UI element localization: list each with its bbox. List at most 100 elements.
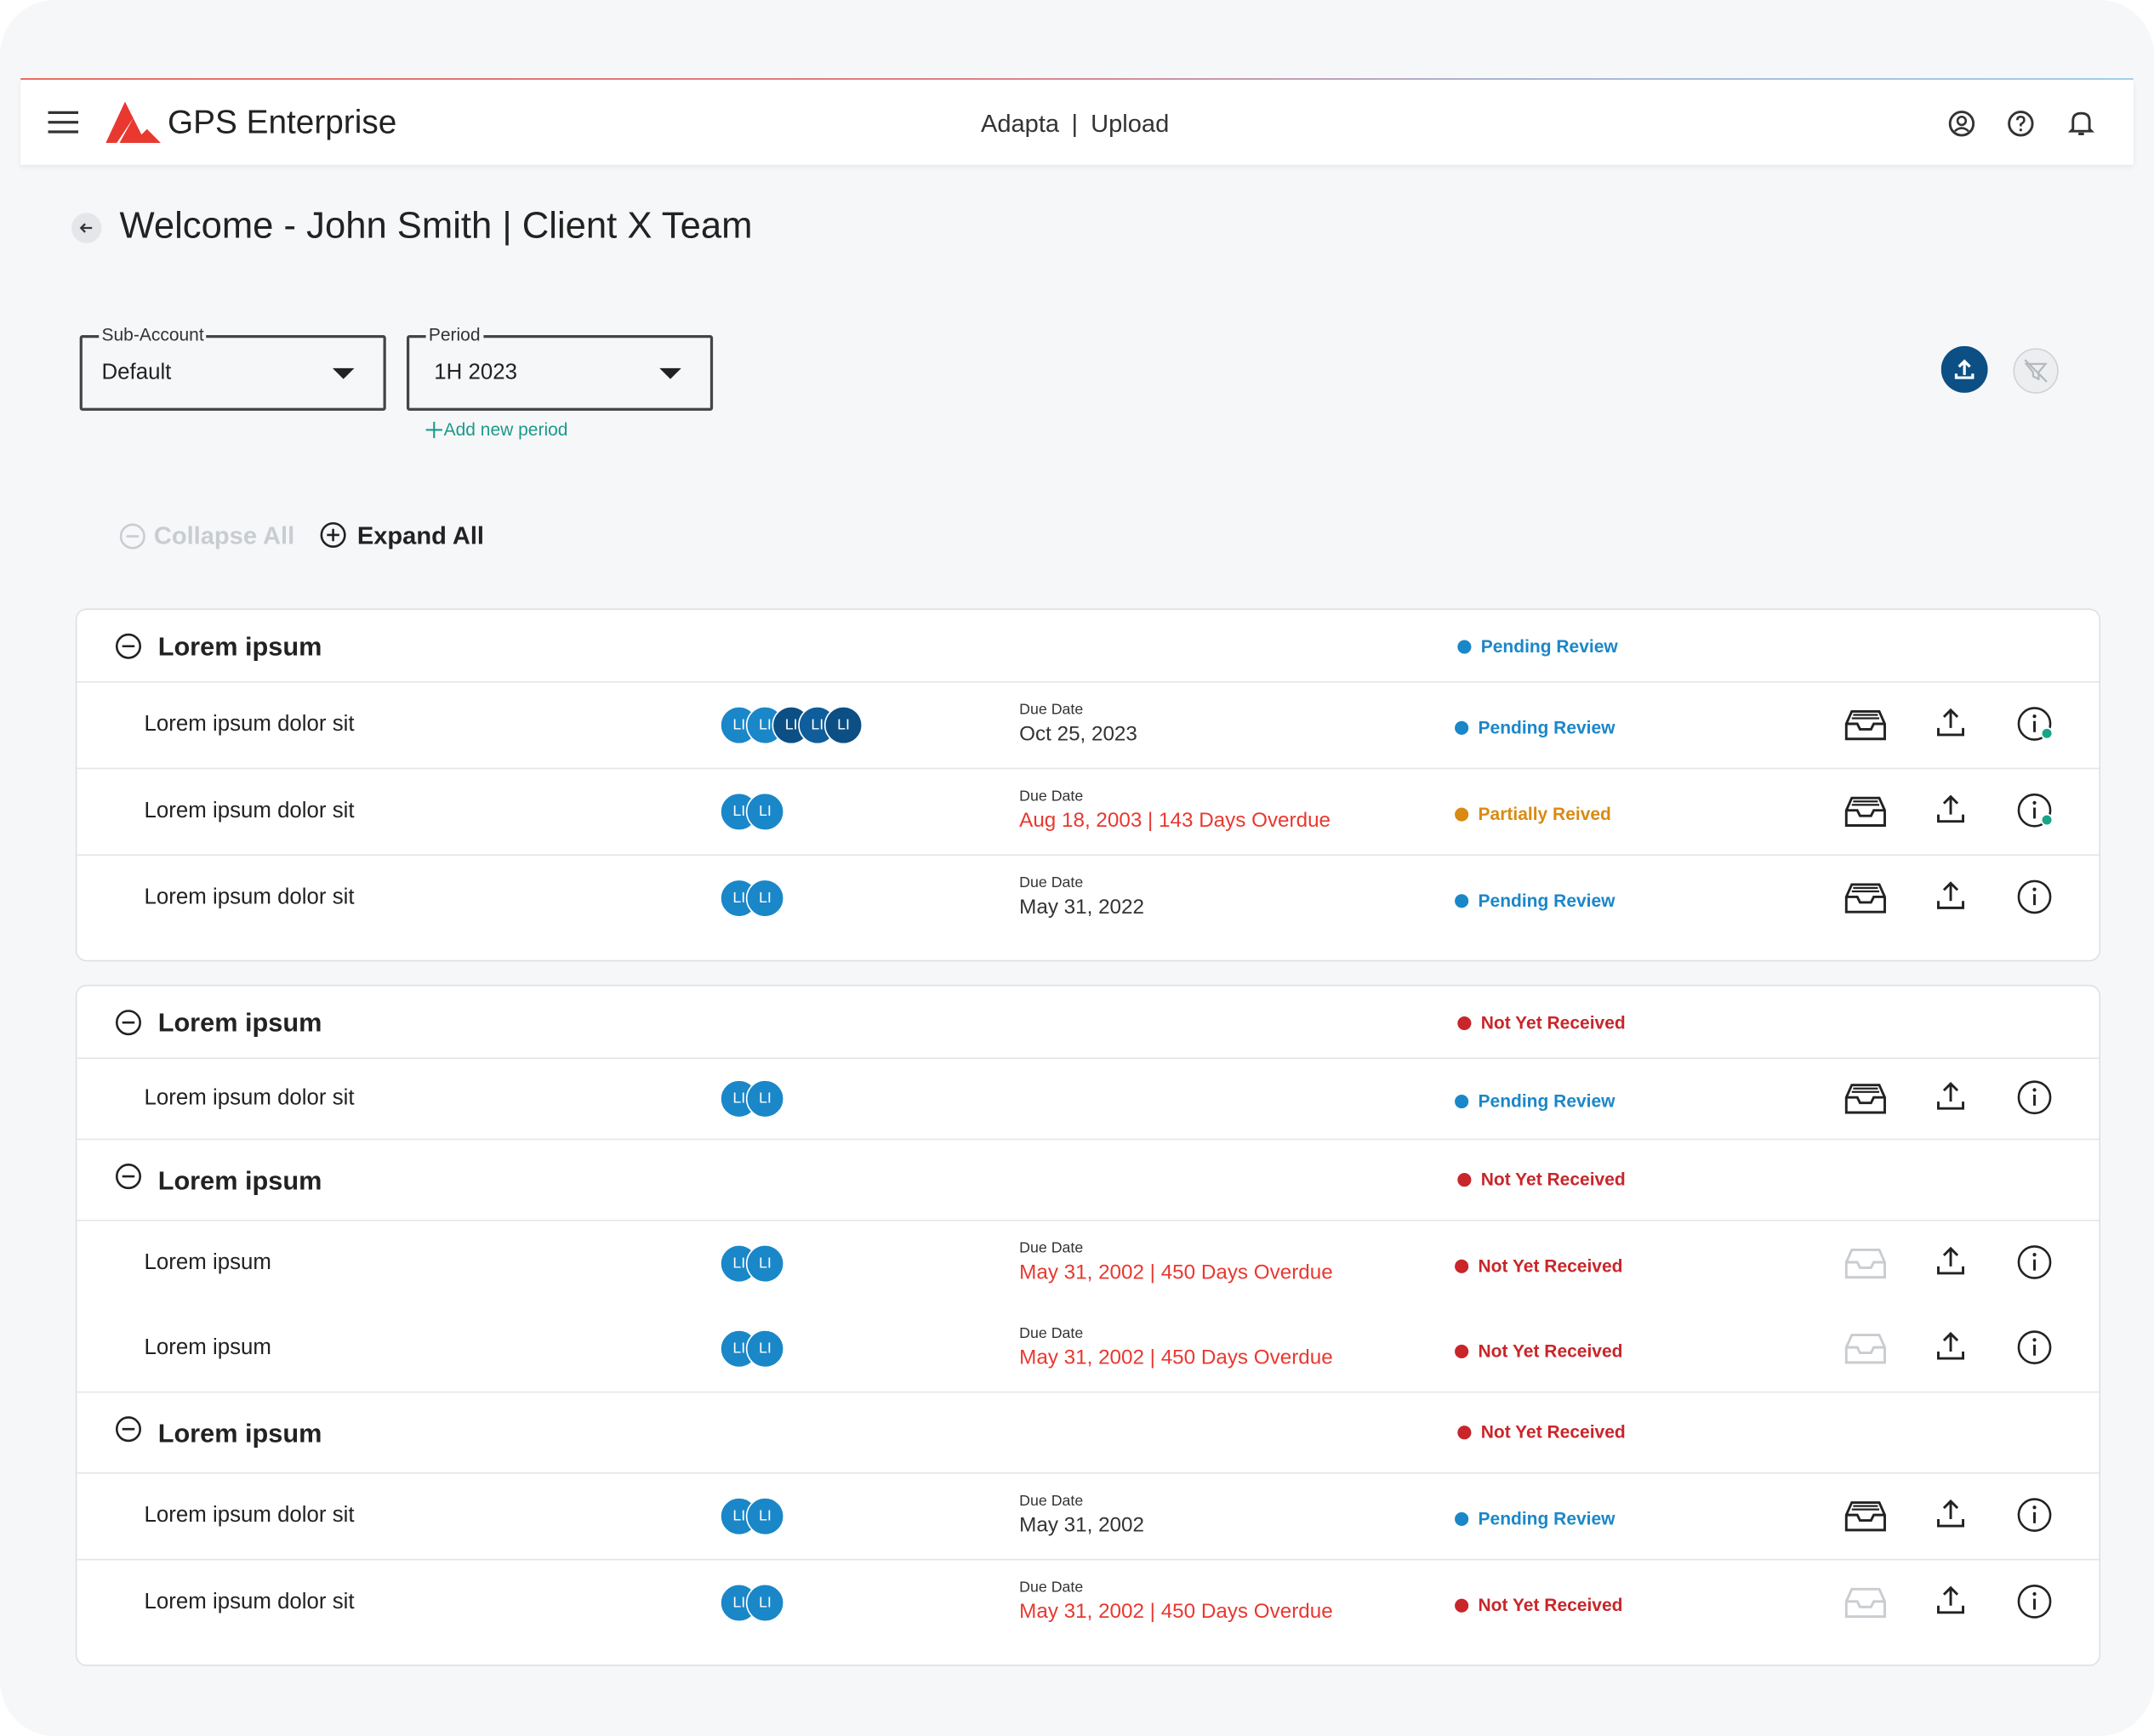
collapse-group-button-wrap[interactable] (115, 1416, 142, 1449)
info-button-wrap[interactable] (2017, 879, 2055, 924)
upload-button[interactable] (1935, 879, 1968, 912)
inbox-button-wrap (1842, 1582, 1889, 1627)
status-text: Not Yet Received (1480, 1012, 1626, 1033)
avatar[interactable]: LI (745, 1244, 785, 1284)
upload-button-wrap[interactable] (1935, 1244, 1968, 1284)
inbox-button-wrap[interactable] (1842, 704, 1889, 749)
icon-part (115, 1416, 142, 1443)
profile-button[interactable] (1948, 110, 1975, 137)
icon-part (1846, 896, 1885, 904)
avatar[interactable]: LI (745, 1079, 785, 1118)
avatar[interactable]: LI (745, 879, 785, 918)
icon-part (1937, 1246, 1965, 1275)
help-button[interactable] (2007, 110, 2034, 137)
upload-button[interactable] (1935, 1244, 1968, 1278)
inbox-button[interactable] (1842, 1079, 1889, 1117)
info-button[interactable] (2017, 706, 2055, 744)
upload-button[interactable] (1935, 1584, 1968, 1617)
status-text: Not Yet Received (1480, 1421, 1626, 1443)
info-button[interactable] (2017, 793, 2055, 831)
upload-button-wrap[interactable] (1935, 1329, 1968, 1369)
collapse-group-button-wrap[interactable] (115, 1010, 142, 1043)
icon-part (1846, 722, 1885, 731)
icon-part (2067, 111, 2095, 133)
status-text: Pending Review (1478, 1508, 1616, 1529)
collapse-group-button[interactable] (115, 1164, 142, 1190)
inbox-button[interactable] (1842, 1496, 1889, 1534)
inbox-button[interactable] (1842, 791, 1889, 829)
group-title: Lorem ipsum (157, 1420, 322, 1449)
icon-part (2017, 707, 2052, 741)
info-button[interactable] (2017, 879, 2055, 917)
inbox-button-wrap[interactable] (1842, 1496, 1889, 1541)
inbox-button[interactable] (1842, 878, 1889, 916)
clear-filter-button[interactable] (2013, 348, 2060, 395)
avatar-group: LI LI (720, 1329, 785, 1369)
upload-button-wrap[interactable] (1935, 1584, 1968, 1624)
icon-part (2017, 1330, 2052, 1364)
inbox-button[interactable] (1842, 704, 1889, 743)
icon-part (2032, 1505, 2037, 1510)
collapse-group-button-wrap[interactable] (115, 633, 142, 666)
dropdown-arrow (659, 367, 681, 379)
info-button-wrap[interactable] (2017, 793, 2055, 838)
avatar[interactable]: LI (823, 706, 863, 745)
upload-button[interactable] (1935, 706, 1968, 739)
upload-button[interactable] (1935, 793, 1968, 826)
status-text: Not Yet Received (1478, 1340, 1623, 1362)
upload-button[interactable] (1935, 1079, 1968, 1113)
info-button-wrap[interactable] (2017, 1329, 2055, 1375)
inbox-button-wrap[interactable] (1842, 1079, 1889, 1124)
group-header: Lorem ipsum Pending Review (77, 610, 2100, 683)
back-button[interactable] (70, 212, 103, 245)
card: Lorem ipsum Pending Review Lorem ipsum dol… (75, 608, 2101, 962)
info-button[interactable] (2017, 1329, 2055, 1368)
item-row: Lorem ipsum dolor sit LI LI Due Date May 31,… (77, 1474, 2100, 1561)
upload-button[interactable] (1940, 345, 1988, 393)
avatar[interactable]: LI (745, 1497, 785, 1536)
nav-link[interactable]: Adapta (980, 110, 1060, 138)
period-select[interactable]: Period 1H 2023 (406, 324, 714, 411)
collapse-group-button[interactable] (115, 1010, 142, 1036)
upload-button-wrap[interactable] (1935, 879, 1968, 919)
item-row: Lorem ipsum dolor sit LI LI Due Date May 31,… (77, 856, 2099, 941)
upload-button[interactable] (1935, 1497, 1968, 1530)
info-button-wrap[interactable] (2017, 1079, 2055, 1124)
collapse-group-button[interactable] (115, 633, 142, 659)
menu-button[interactable] (48, 110, 79, 134)
status-dot (1455, 1511, 1469, 1527)
info-button[interactable] (2017, 1584, 2055, 1622)
notifications-button[interactable] (2067, 109, 2095, 139)
info-button[interactable] (2017, 1079, 2055, 1118)
expand-all-button[interactable]: Expand All (356, 521, 484, 549)
info-button-wrap[interactable] (2017, 706, 2055, 751)
info-button[interactable] (2017, 1497, 2055, 1535)
upload-button-wrap[interactable] (1935, 1497, 1968, 1537)
upload-button-wrap[interactable] (1935, 706, 1968, 746)
collapse-group-button[interactable] (115, 1416, 142, 1443)
avatar[interactable]: LI (745, 1583, 785, 1623)
upload-button-wrap[interactable] (1935, 793, 1968, 833)
info-button-wrap[interactable] (2017, 1244, 2055, 1289)
icon-part (115, 633, 142, 659)
upload-button[interactable] (1935, 1329, 1968, 1363)
icon-part (1937, 794, 1965, 823)
group-status: Not Yet Received (1457, 1169, 1626, 1189)
nav-link[interactable]: Upload (1091, 110, 1170, 138)
avatar[interactable]: LI (745, 792, 785, 831)
collapse-group-button-wrap[interactable] (115, 1164, 142, 1197)
icon-part (2024, 362, 2048, 381)
upload-button-wrap[interactable] (1935, 1079, 1968, 1119)
collapse-all-button[interactable]: Collapse All (153, 521, 295, 549)
icon-part (1844, 1587, 1886, 1619)
inbox-button-wrap[interactable] (1842, 878, 1889, 923)
info-button[interactable] (2017, 1244, 2055, 1283)
inbox-button-wrap (1842, 1243, 1889, 1288)
group-header: Lorem ipsum Not Yet Received (77, 1140, 2100, 1221)
sub-account-select[interactable]: Sub-Account Default (79, 324, 386, 411)
inbox-button-wrap[interactable] (1842, 791, 1889, 836)
add-period-link[interactable]: Add new period (443, 418, 568, 440)
info-button-wrap[interactable] (2017, 1584, 2055, 1629)
info-button-wrap[interactable] (2017, 1497, 2055, 1542)
avatar[interactable]: LI (745, 1329, 785, 1369)
